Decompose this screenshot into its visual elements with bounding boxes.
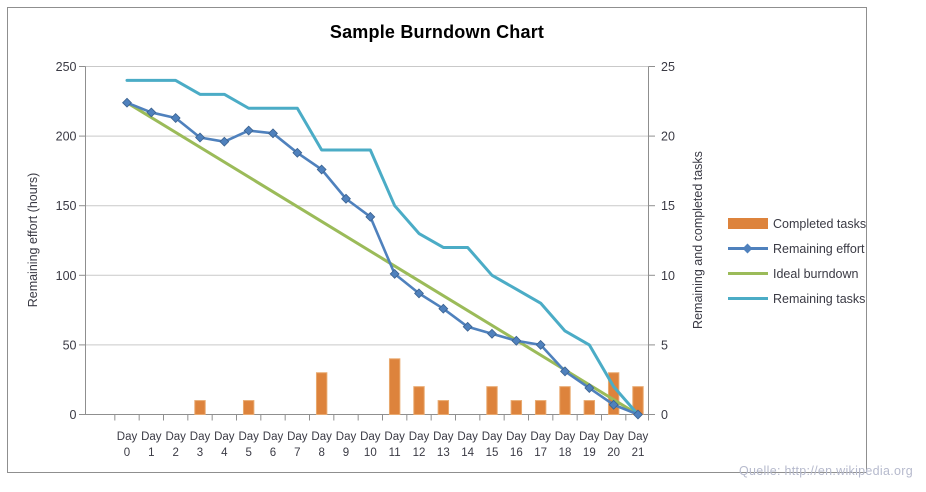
axes	[79, 66, 655, 421]
series-remaining-tasks	[125, 78, 640, 416]
svg-text:2: 2	[172, 447, 178, 459]
legend-line-icon	[728, 297, 768, 300]
svg-text:Day: Day	[409, 431, 430, 443]
svg-text:11: 11	[389, 447, 401, 459]
svg-text:10: 10	[661, 269, 675, 283]
svg-text:10: 10	[364, 447, 377, 459]
svg-text:Day: Day	[311, 431, 332, 443]
svg-text:Day: Day	[506, 431, 527, 443]
legend-swatch-remaining-tasks	[728, 293, 768, 305]
svg-text:Day: Day	[384, 431, 405, 443]
svg-text:0: 0	[70, 408, 77, 422]
svg-text:0: 0	[124, 447, 130, 459]
svg-text:20: 20	[607, 447, 620, 459]
svg-text:21: 21	[632, 447, 645, 459]
svg-text:200: 200	[56, 130, 77, 144]
legend-label: Remaining effort	[773, 241, 865, 256]
legend-swatch-ideal-burndown	[728, 268, 768, 280]
svg-text:Day: Day	[214, 431, 235, 443]
svg-text:Day: Day	[530, 431, 551, 443]
svg-text:Day: Day	[263, 431, 284, 443]
series-completed-tasks	[194, 358, 644, 416]
legend-label: Completed tasks	[773, 216, 867, 231]
legend-line-icon	[728, 272, 768, 275]
svg-text:3: 3	[197, 447, 203, 459]
svg-text:5: 5	[245, 447, 251, 459]
svg-text:Day: Day	[360, 431, 381, 443]
svg-text:18: 18	[559, 447, 572, 459]
svg-text:19: 19	[583, 447, 596, 459]
svg-text:5: 5	[661, 338, 668, 352]
legend-swatch-completed-tasks	[728, 218, 768, 229]
svg-text:6: 6	[270, 447, 276, 459]
series-ideal-burndown	[125, 101, 640, 416]
svg-text:Day: Day	[579, 431, 600, 443]
svg-text:Day: Day	[141, 431, 162, 443]
gridlines	[85, 66, 649, 346]
svg-text:20: 20	[661, 130, 675, 144]
legend-item-remaining-tasks: Remaining tasks	[728, 286, 866, 311]
svg-text:Day: Day	[433, 431, 454, 443]
legend-label: Ideal burndown	[773, 266, 859, 281]
svg-text:1: 1	[148, 447, 154, 459]
series-remaining-effort	[122, 97, 643, 420]
svg-text:13: 13	[437, 447, 450, 459]
svg-text:Day: Day	[603, 431, 624, 443]
chart-title: Sample Burndown Chart	[329, 22, 545, 42]
svg-text:Day: Day	[287, 431, 308, 443]
svg-text:16: 16	[510, 447, 523, 459]
svg-text:150: 150	[56, 199, 77, 213]
svg-text:4: 4	[221, 447, 228, 459]
legend-diamond-marker-icon	[742, 243, 753, 254]
chart-frame	[7, 7, 867, 473]
legend-item-ideal-burndown: Ideal burndown	[728, 261, 866, 286]
category-labels: Day 0 Day 1 Day 2 Day 3 Day 4 Day 5 Day 6 Day 7 Day 8 Day 9…	[117, 431, 649, 459]
svg-text:7: 7	[294, 447, 300, 459]
legend-swatch-remaining-effort	[728, 243, 768, 255]
legend-item-remaining-effort: Remaining effort	[728, 236, 866, 261]
svg-text:Day: Day	[117, 431, 138, 443]
source-note: Quelle: http://en.wikipedia.org	[739, 464, 913, 478]
svg-text:0: 0	[661, 408, 668, 422]
legend-label: Remaining tasks	[773, 291, 866, 306]
legend: Completed tasks Remaining effort Ideal bur…	[728, 211, 866, 311]
svg-text:Day: Day	[482, 431, 503, 443]
svg-text:17: 17	[534, 447, 547, 459]
svg-text:50: 50	[63, 338, 77, 352]
axis-tick-labels: 0 50 100 150 200 250 0 5 10 15 20 25	[56, 60, 675, 422]
svg-text:250: 250	[56, 60, 77, 74]
svg-text:9: 9	[343, 447, 349, 459]
svg-text:Day: Day	[628, 431, 649, 443]
svg-text:100: 100	[56, 269, 77, 283]
svg-text:Day: Day	[457, 431, 478, 443]
svg-text:8: 8	[318, 447, 324, 459]
svg-text:Day: Day	[238, 431, 259, 443]
svg-text:14: 14	[461, 447, 474, 459]
svg-text:25: 25	[661, 60, 675, 74]
svg-text:Day: Day	[165, 431, 186, 443]
svg-text:12: 12	[413, 447, 426, 459]
svg-text:Day: Day	[336, 431, 357, 443]
svg-text:15: 15	[486, 447, 499, 459]
svg-text:Day: Day	[555, 431, 576, 443]
legend-item-completed-tasks: Completed tasks	[728, 211, 866, 236]
svg-text:Day: Day	[190, 431, 211, 443]
svg-text:15: 15	[661, 199, 675, 213]
